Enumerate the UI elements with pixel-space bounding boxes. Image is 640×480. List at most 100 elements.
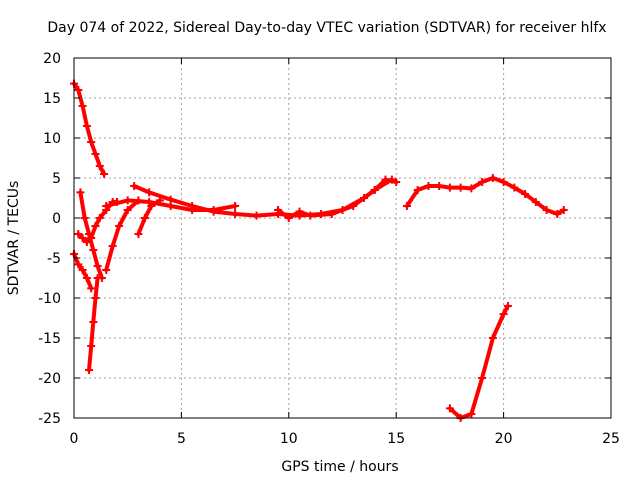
data-point — [82, 274, 91, 282]
data-point — [85, 366, 94, 374]
data-point — [478, 178, 487, 186]
data-point — [445, 404, 454, 413]
data-point — [559, 206, 568, 214]
data-point — [467, 184, 476, 193]
data-point — [445, 183, 454, 192]
y-tick-label: 5 — [52, 171, 61, 187]
series-track-5 — [85, 274, 102, 374]
data-point — [82, 122, 91, 130]
data-point — [499, 310, 508, 318]
x-tick-label: 0 — [70, 431, 79, 447]
data-series — [70, 79, 568, 422]
data-point — [188, 202, 197, 210]
data-point — [78, 102, 87, 110]
y-tick-label: -25 — [38, 411, 61, 427]
series-line — [447, 304, 510, 420]
series-track-9 — [130, 175, 401, 220]
data-point — [274, 206, 283, 214]
y-tick-label: -20 — [38, 371, 61, 387]
y-tick-label: 10 — [43, 131, 61, 147]
data-point — [231, 202, 240, 210]
data-point — [467, 410, 476, 418]
x-tick-label: 15 — [387, 431, 405, 447]
data-point — [231, 210, 240, 218]
data-point — [499, 178, 508, 186]
y-tick-label: -15 — [38, 331, 61, 347]
data-point — [87, 284, 96, 293]
data-point — [402, 202, 411, 210]
data-point — [78, 234, 87, 242]
series-line — [104, 198, 141, 272]
data-point — [503, 302, 512, 310]
data-point — [424, 182, 433, 190]
data-point — [166, 195, 175, 204]
series-line — [72, 81, 107, 176]
data-point — [521, 190, 530, 198]
series-track-1 — [70, 79, 109, 178]
series-line — [404, 176, 566, 216]
y-tick-label: 20 — [43, 51, 61, 67]
data-point — [413, 186, 422, 194]
data-point — [78, 266, 87, 274]
x-tick-label: 25 — [602, 431, 620, 447]
data-point — [102, 202, 111, 210]
series-line — [276, 177, 394, 220]
data-point — [542, 206, 551, 214]
data-point — [284, 214, 293, 222]
x-tick-label: 20 — [495, 431, 513, 447]
data-point — [435, 182, 444, 190]
data-point — [74, 230, 83, 238]
y-tick-label: -5 — [47, 251, 61, 267]
data-point — [85, 230, 94, 238]
data-point — [74, 260, 83, 269]
y-tick-label: 15 — [43, 91, 61, 107]
data-point — [102, 266, 111, 274]
data-point — [456, 183, 465, 192]
data-point — [478, 374, 487, 382]
data-point — [145, 198, 154, 206]
x-tick-label: 10 — [280, 431, 298, 447]
data-point — [91, 294, 100, 302]
data-point — [91, 150, 100, 158]
series-track-11 — [402, 174, 568, 218]
data-point — [76, 188, 85, 197]
series-line — [132, 177, 399, 218]
grid — [74, 58, 611, 418]
data-point — [510, 183, 519, 192]
data-point — [123, 206, 132, 214]
data-point — [108, 242, 117, 250]
data-point — [93, 274, 102, 282]
data-point — [134, 230, 143, 238]
data-point — [387, 175, 396, 184]
data-point — [74, 86, 83, 94]
y-tick-label: 0 — [52, 211, 61, 227]
x-tick-label: 5 — [177, 431, 186, 447]
data-point — [295, 207, 304, 216]
data-point — [553, 210, 562, 218]
data-point — [95, 214, 104, 222]
data-point — [87, 342, 96, 350]
data-point — [91, 222, 100, 230]
data-point — [145, 188, 154, 197]
data-point — [100, 170, 109, 178]
x-axis-label: GPS time / hours — [281, 459, 398, 475]
data-point — [123, 196, 132, 205]
data-point — [80, 214, 89, 222]
data-point — [93, 262, 102, 270]
axis-ticks: 0 5 10 15 20 25 -25 -20 -15 -10 -5 0 5 10 15 20 — [38, 51, 620, 447]
data-point — [327, 210, 336, 218]
data-point — [349, 202, 358, 210]
data-point — [89, 246, 98, 254]
data-point — [306, 211, 315, 220]
y-tick-label: -10 — [38, 291, 61, 307]
data-point — [130, 182, 139, 190]
series-track-10 — [274, 175, 396, 222]
data-point — [89, 318, 98, 326]
plot-frame — [73, 57, 612, 419]
data-point — [140, 214, 149, 222]
data-point — [95, 162, 104, 170]
y-axis-label: SDTVAR / TECUs — [6, 181, 22, 296]
data-point — [488, 334, 497, 342]
data-point — [392, 178, 401, 186]
